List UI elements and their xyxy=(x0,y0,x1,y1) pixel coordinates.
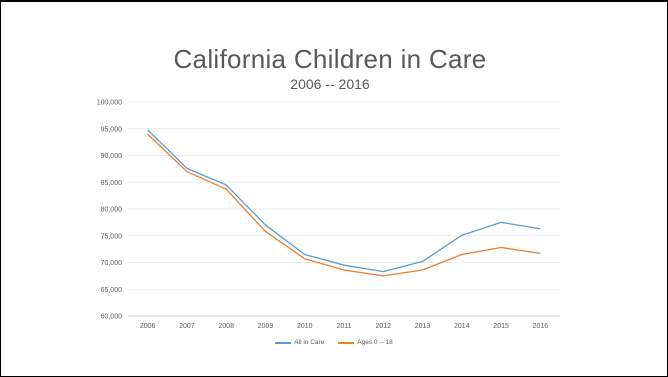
y-tick-label: 70,000 xyxy=(101,260,123,267)
x-tick-label: 2016 xyxy=(533,323,549,330)
series-lines xyxy=(147,129,541,277)
x-tick-label: 2008 xyxy=(218,323,234,330)
x-tick-label: 2015 xyxy=(493,323,509,330)
gridlines xyxy=(128,101,560,317)
y-tick-label: 90,000 xyxy=(101,153,123,160)
legend-label-all-in-care: All in Care xyxy=(294,339,325,346)
x-tick-label: 2014 xyxy=(454,323,470,330)
legend-swatch-ages-0-18 xyxy=(338,341,355,344)
y-tick-label: 75,000 xyxy=(101,233,123,240)
chart-title: California Children in Care xyxy=(173,44,487,74)
x-tick-label: 2010 xyxy=(297,323,313,330)
y-tick-label: 65,000 xyxy=(101,287,123,294)
slide-top-border xyxy=(0,0,668,2)
x-tick-label: 2007 xyxy=(179,323,195,330)
x-tick-label: 2009 xyxy=(258,323,274,330)
x-tick-label: 2011 xyxy=(336,323,351,330)
y-tick-label: 85,000 xyxy=(101,180,123,187)
y-axis-ticks: 60,000 65,000 70,000 75,000 80,000 85,000 90,0… xyxy=(97,100,122,321)
legend-item-all-in-care: All in Care xyxy=(275,339,324,346)
legend-item-ages-0-18: Ages 0 -- 18 xyxy=(338,339,393,346)
chart-subtitle: 2006 -- 2016 xyxy=(290,76,370,92)
y-tick-label: 60,000 xyxy=(101,314,123,321)
y-tick-label: 100,000 xyxy=(97,100,122,107)
x-axis-ticks: 2006 2007 2008 2009 2010 2011 2012 2013 2014 2015… xyxy=(140,323,548,330)
x-tick-label: 2013 xyxy=(415,323,431,330)
x-tick-label: 2012 xyxy=(375,323,391,330)
legend-swatch-all-in-care xyxy=(275,341,292,344)
series-line-0 xyxy=(147,129,541,273)
y-tick-label: 95,000 xyxy=(101,126,123,133)
x-tick-label: 2006 xyxy=(140,323,156,330)
legend-label-ages-0-18: Ages 0 -- 18 xyxy=(357,339,393,346)
y-tick-label: 80,000 xyxy=(101,207,123,214)
legend: All in Care Ages 0 -- 18 xyxy=(0,339,668,346)
